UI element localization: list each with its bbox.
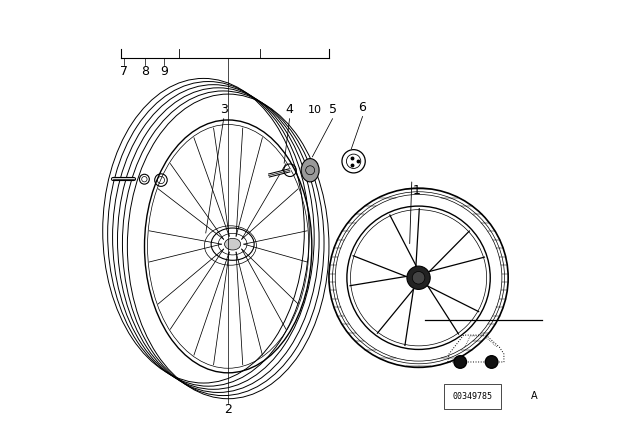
Text: 9: 9 [160, 65, 168, 78]
Text: 3: 3 [220, 103, 228, 116]
Text: 8: 8 [141, 65, 149, 78]
Text: A: A [531, 392, 538, 401]
Text: 6: 6 [358, 101, 367, 114]
Circle shape [485, 356, 498, 368]
Text: 4: 4 [285, 103, 294, 116]
Text: 1: 1 [412, 184, 420, 197]
Text: 2: 2 [224, 403, 232, 417]
Text: 7: 7 [120, 65, 128, 78]
Text: 10: 10 [308, 105, 322, 115]
Text: 00349785: 00349785 [452, 392, 492, 401]
Circle shape [412, 271, 425, 284]
Circle shape [407, 266, 430, 289]
Circle shape [454, 356, 467, 368]
Ellipse shape [301, 159, 319, 182]
Ellipse shape [225, 238, 241, 250]
Text: 5: 5 [328, 103, 337, 116]
